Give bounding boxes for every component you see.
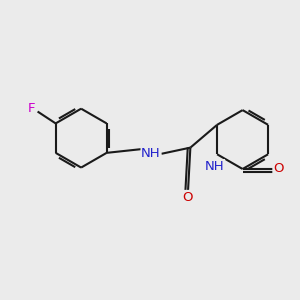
Text: NH: NH — [141, 147, 161, 160]
Text: NH: NH — [205, 160, 224, 172]
Text: O: O — [273, 163, 284, 176]
Text: O: O — [183, 190, 193, 203]
Text: F: F — [28, 102, 35, 115]
